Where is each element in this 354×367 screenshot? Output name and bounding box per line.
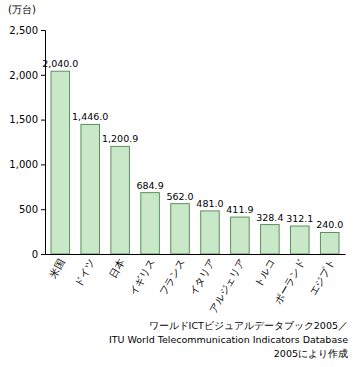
bar xyxy=(141,193,160,254)
y-tick: 0 xyxy=(32,249,45,260)
data-label: 2,040.0 xyxy=(42,58,78,69)
bar xyxy=(81,124,100,254)
plot: 0 500 1,000 1,500 2,000 2,500 米国ドイツ日本イギリスフランスイ… xyxy=(9,25,345,315)
x-tick-label: ドイツ xyxy=(72,257,97,288)
x-tick: トルコ xyxy=(252,254,277,289)
y-tick-label: 0 xyxy=(32,249,38,260)
data-label: 411.9 xyxy=(226,204,253,215)
y-tick-label: 2,500 xyxy=(9,25,38,36)
data-label: 1,446.0 xyxy=(72,111,108,122)
y-tick-label: 2,000 xyxy=(9,70,38,81)
data-label: 684.9 xyxy=(136,180,163,191)
y-tick-mark xyxy=(41,209,45,210)
x-tick-label: アルジェリア xyxy=(207,257,247,314)
bar xyxy=(111,146,130,254)
data-label: 328.4 xyxy=(256,212,283,223)
x-tick-label: トルコ xyxy=(252,257,277,288)
bar xyxy=(51,71,70,254)
y-tick-label: 500 xyxy=(19,204,38,215)
annotation: 2005により作成 xyxy=(274,348,348,359)
y-tick: 2,500 xyxy=(9,25,45,36)
x-tick-label: ポーランド xyxy=(272,257,307,306)
x-tick-label: 日本 xyxy=(107,257,127,280)
y-tick: 1,000 xyxy=(9,159,45,170)
x-tick: エジプト xyxy=(307,254,337,297)
y-tick-mark xyxy=(41,75,45,76)
data-label: 1,200.9 xyxy=(102,133,138,144)
y-tick-mark xyxy=(41,30,45,31)
data-label: 240.0 xyxy=(316,219,343,230)
x-tick: フランス xyxy=(157,254,187,297)
x-axis-line xyxy=(46,254,346,255)
x-tick: ポーランド xyxy=(272,254,307,306)
x-axis: 米国ドイツ日本イギリスフランスイタリアアルジェリアトルコポーランドエジプト xyxy=(46,254,346,315)
annotation: ITU World Telecommunication Indicators D… xyxy=(109,334,348,345)
y-tick-label: 1,500 xyxy=(9,114,38,125)
x-tick: 米国 xyxy=(48,254,68,280)
bar xyxy=(231,217,250,254)
bar xyxy=(171,204,190,254)
y-axis-label: (万台) xyxy=(8,4,36,15)
chart: 0 500 1,000 1,500 2,000 2,500 米国ドイツ日本イギリスフランスイ… xyxy=(0,0,354,367)
source-note: ワールドICTビジュアルデータブック2005／ ITU World Telecom… xyxy=(109,320,348,359)
x-tick-label: エジプト xyxy=(307,257,337,297)
data-label: 481.0 xyxy=(196,198,223,209)
y-tick-label: 1,000 xyxy=(9,159,38,170)
x-tick: 日本 xyxy=(107,254,127,280)
x-tick-label: フランス xyxy=(157,257,187,297)
bar xyxy=(320,232,339,254)
annotation: ワールドICTビジュアルデータブック2005／ xyxy=(149,320,348,331)
y-tick-mark xyxy=(41,254,45,255)
data-label: 312.1 xyxy=(286,213,313,224)
x-tick-label: イタリア xyxy=(187,257,217,297)
x-tick: アルジェリア xyxy=(207,254,247,315)
y-tick-mark xyxy=(41,120,45,121)
x-tick: イギリス xyxy=(127,254,157,297)
x-tick: ドイツ xyxy=(72,254,97,289)
x-tick: イタリア xyxy=(187,254,217,297)
y-tick: 2,000 xyxy=(9,70,45,81)
y-axis: 0 500 1,000 1,500 2,000 2,500 xyxy=(9,25,45,260)
bar xyxy=(201,211,220,254)
bar xyxy=(261,225,280,254)
bar xyxy=(291,226,310,254)
data-label: 562.0 xyxy=(166,191,193,202)
y-tick: 1,500 xyxy=(9,114,45,125)
x-tick-label: イギリス xyxy=(127,257,157,297)
data-labels: 2,040.0 1,446.0 1,200.9 684.9562.0481.0411.… xyxy=(42,58,343,230)
y-tick-mark xyxy=(41,164,45,165)
bars xyxy=(51,71,339,254)
x-tick-label: 米国 xyxy=(48,257,68,280)
y-tick: 500 xyxy=(19,204,45,215)
